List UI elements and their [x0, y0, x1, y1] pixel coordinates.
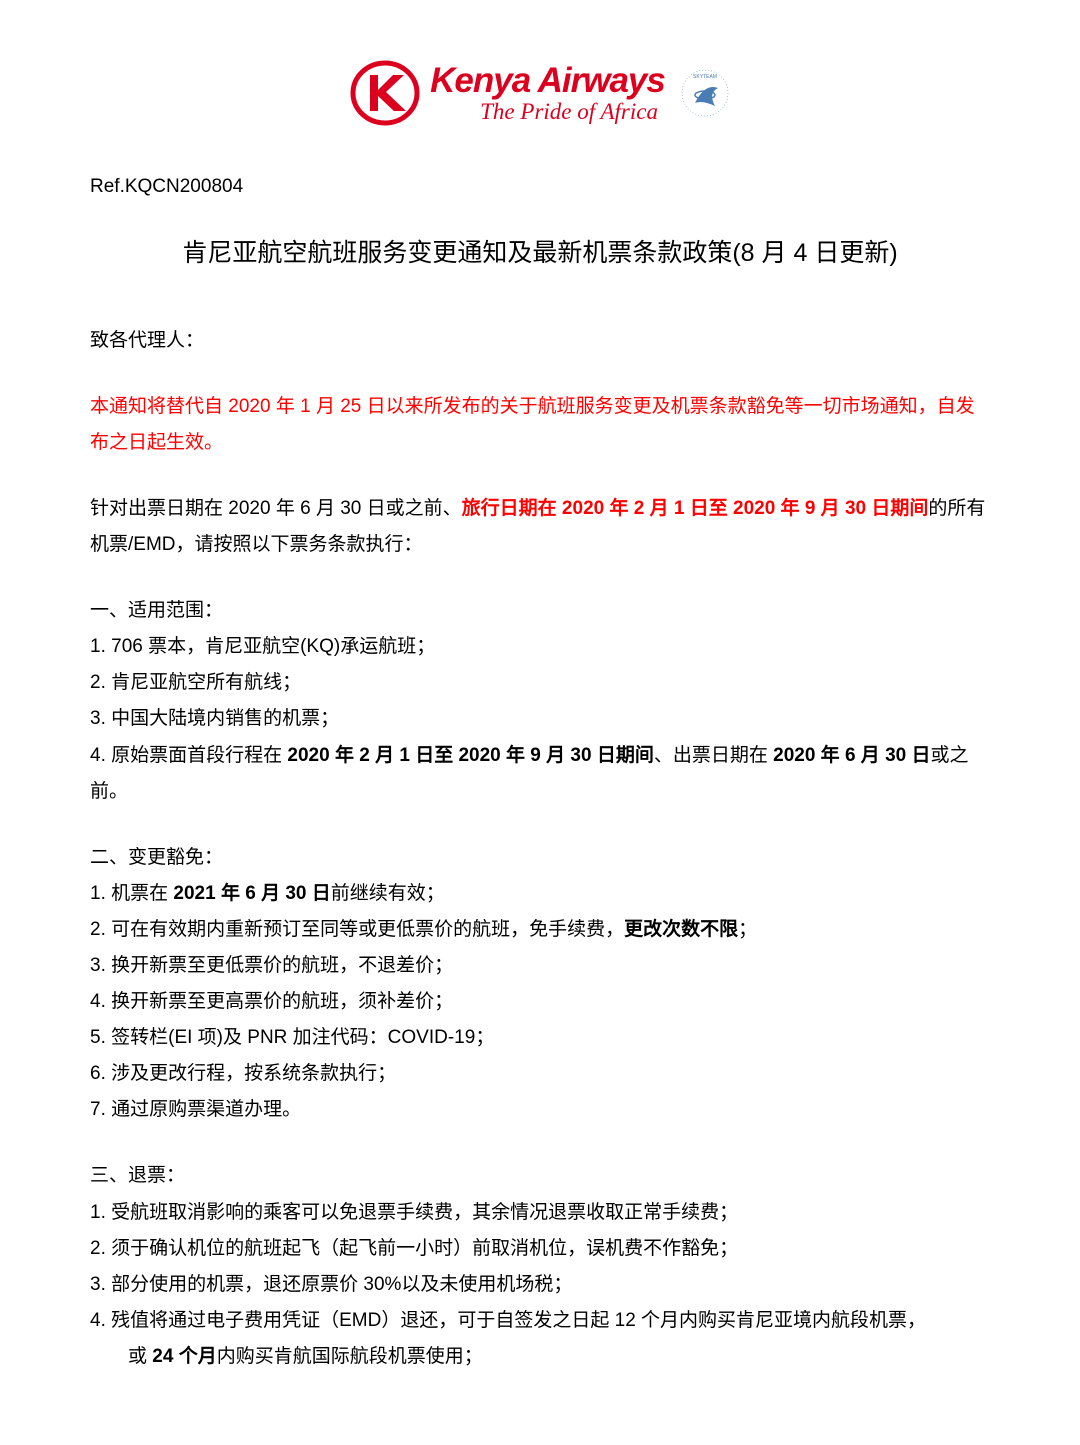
- s3-i4-sub-pre: 或: [128, 1346, 152, 1367]
- section-3-item-4-line: 4. 残值将通过电子费用凭证（EMD）退还，可于自签发之日起 12 个月内购买肯…: [90, 1303, 990, 1339]
- logo: Kenya Airways The Pride of Africa SKYTEA…: [350, 60, 730, 126]
- section-1-item-2: 2. 肯尼亚航空所有航线；: [90, 665, 990, 701]
- document-title: 肯尼亚航空航班服务变更通知及最新机票条款政策(8 月 4 日更新): [90, 230, 990, 278]
- svg-text:SKYTEAM: SKYTEAM: [693, 74, 717, 80]
- section-2-item-7: 7. 通过原购票渠道办理。: [90, 1092, 990, 1128]
- section-1-item-3: 3. 中国大陆境内销售的机票；: [90, 701, 990, 737]
- intro-date-range: 旅行日期在 2020 年 2 月 1 日至 2020 年 9 月 30 日期间: [462, 498, 929, 519]
- section-3-item-2: 2. 须于确认机位的航班起飞（起飞前一小时）前取消机位，误机费不作豁免；: [90, 1231, 990, 1267]
- section-2-heading: 二、变更豁免：: [90, 840, 990, 876]
- s1-i4-b1: 2020 年 2 月 1 日至 2020 年 9 月 30 日期间: [287, 745, 653, 766]
- section-3-item-1: 1. 受航班取消影响的乘客可以免退票手续费，其余情况退票收取正常手续费；: [90, 1195, 990, 1231]
- section-1-item-4: 4. 原始票面首段行程在 2020 年 2 月 1 日至 2020 年 9 月 …: [90, 738, 990, 810]
- logo-title: Kenya Airways: [430, 63, 665, 98]
- section-1-heading: 一、适用范围：: [90, 593, 990, 629]
- s2-i2-pre: 2. 可在有效期内重新预订至同等或更低票价的航班，免手续费，: [90, 919, 624, 940]
- section-2: 二、变更豁免： 1. 机票在 2021 年 6 月 30 日前继续有效； 2. …: [90, 840, 990, 1129]
- s1-i4-b2: 2020 年 6 月 30 日: [773, 745, 930, 766]
- section-3-heading: 三、退票：: [90, 1158, 990, 1194]
- s3-i4-sub-b: 24 个月: [152, 1346, 216, 1367]
- greeting: 致各代理人：: [90, 323, 990, 359]
- section-2-item-5: 5. 签转栏(EI 项)及 PNR 加注代码：COVID-19；: [90, 1020, 990, 1056]
- logo-header: Kenya Airways The Pride of Africa SKYTEA…: [90, 60, 990, 139]
- section-2-item-3: 3. 换开新票至更低票价的航班，不退差价；: [90, 948, 990, 984]
- section-2-item-1: 1. 机票在 2021 年 6 月 30 日前继续有效；: [90, 876, 990, 912]
- s3-i4-sub-post: 内购买肯航国际航段机票使用；: [217, 1346, 483, 1367]
- intro-prefix: 针对出票日期在 2020 年 6 月 30 日或之前、: [90, 498, 462, 519]
- logo-text: Kenya Airways The Pride of Africa: [430, 63, 665, 123]
- skyteam-icon: SKYTEAM: [680, 68, 730, 118]
- s2-i1-b: 2021 年 6 月 30 日: [173, 883, 330, 904]
- section-2-item-6: 6. 涉及更改行程，按系统条款执行；: [90, 1056, 990, 1092]
- s2-i1-pre: 1. 机票在: [90, 883, 173, 904]
- intro-paragraph: 针对出票日期在 2020 年 6 月 30 日或之前、旅行日期在 2020 年 …: [90, 491, 990, 563]
- notice-red: 本通知将替代自 2020 年 1 月 25 日以来所发布的关于航班服务变更及机票…: [90, 389, 990, 461]
- section-1: 一、适用范围： 1. 706 票本，肯尼亚航空(KQ)承运航班； 2. 肯尼亚航…: [90, 593, 990, 810]
- logo-tagline: The Pride of Africa: [480, 100, 658, 123]
- s2-i2-b: 更改次数不限: [624, 919, 738, 940]
- section-3-item-4-sub: 或 24 个月内购买肯航国际航段机票使用；: [90, 1339, 990, 1375]
- reference-number: Ref.KQCN200804: [90, 169, 990, 205]
- s2-i1-post: 前继续有效；: [331, 883, 445, 904]
- section-3-item-3: 3. 部分使用的机票，退还原票价 30%以及未使用机场税；: [90, 1267, 990, 1303]
- s1-i4-pre: 4. 原始票面首段行程在: [90, 745, 287, 766]
- logo-k-icon: [350, 60, 420, 126]
- section-2-item-4: 4. 换开新票至更高票价的航班，须补差价；: [90, 984, 990, 1020]
- section-1-item-1: 1. 706 票本，肯尼亚航空(KQ)承运航班；: [90, 629, 990, 665]
- section-2-item-2: 2. 可在有效期内重新预订至同等或更低票价的航班，免手续费，更改次数不限；: [90, 912, 990, 948]
- s2-i2-post: ；: [738, 919, 757, 940]
- s1-i4-mid: 、出票日期在: [654, 745, 773, 766]
